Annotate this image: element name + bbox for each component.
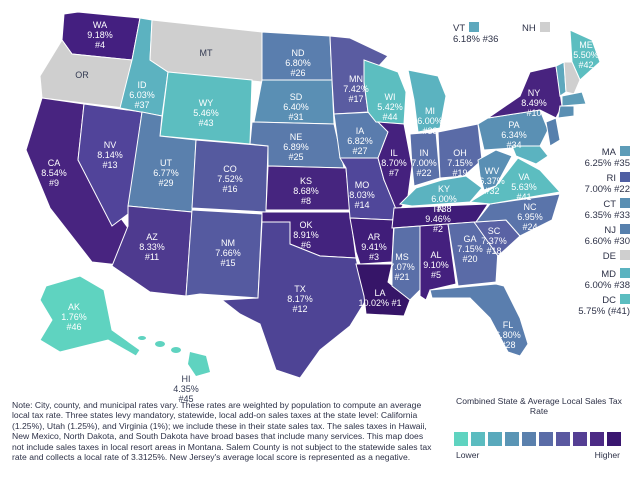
swatch-de bbox=[620, 250, 630, 260]
color-legend: Combined State & Average Local Sales Tax… bbox=[448, 396, 630, 460]
state-label-id: ID 6.03% #37 bbox=[129, 80, 155, 110]
swatch-ct bbox=[620, 198, 630, 208]
swatch-ma bbox=[620, 146, 630, 156]
state-label-ak: AK 1.76% #46 bbox=[61, 302, 87, 332]
legend-swatch-2 bbox=[471, 432, 485, 446]
legend-swatch-4 bbox=[505, 432, 519, 446]
state-label-wy: WY 5.46% #43 bbox=[193, 98, 219, 128]
state-IN[interactable] bbox=[409, 131, 441, 187]
side-label-dc: DC 5.75% (#41) bbox=[578, 294, 630, 317]
state-label-ga: GA 7.15% #20 bbox=[457, 234, 483, 264]
state-label-in: IN 7.00% #22 bbox=[411, 148, 437, 178]
state-label-co: CO 7.52% #16 bbox=[217, 164, 243, 194]
side-label-nj: NJ 6.60% #30 bbox=[584, 224, 630, 247]
state-ME[interactable] bbox=[569, 29, 601, 81]
state-label-ia: IA 6.82% #27 bbox=[347, 126, 373, 156]
swatch-vt bbox=[469, 22, 480, 32]
side-label-ri: RI 7.00% #22 bbox=[584, 172, 630, 195]
state-MI[interactable] bbox=[407, 69, 447, 133]
legend-swatch-1 bbox=[454, 432, 468, 446]
state-label-wi: WI 5.42% #44 bbox=[377, 92, 403, 122]
state-MD-shape[interactable] bbox=[511, 145, 549, 165]
swatch-md bbox=[620, 268, 630, 278]
state-label-mi: MI 6.00% #38 bbox=[417, 106, 443, 136]
legend-swatch-6 bbox=[539, 432, 553, 446]
legend-high-label: Higher bbox=[594, 450, 620, 460]
state-label-sc: SC 7.37% #18 bbox=[481, 226, 507, 256]
state-label-nc: NC 6.95% #24 bbox=[517, 202, 543, 232]
state-label-ut: UT 6.77% #29 bbox=[153, 158, 179, 188]
state-label-ks: KS 8.68% #8 bbox=[293, 176, 319, 206]
state-label-oh: OH 7.15% #19 bbox=[447, 148, 473, 178]
state-label-nd: ND 6.80% #26 bbox=[285, 48, 311, 78]
state-label-ms: MS 7.07% #21 bbox=[389, 252, 415, 282]
legend-swatch-10 bbox=[607, 432, 621, 446]
state-OH[interactable] bbox=[437, 123, 483, 179]
state-label-nm: NM 7.66% #15 bbox=[215, 238, 241, 268]
legend-swatch-9 bbox=[590, 432, 604, 446]
legend-low-label: Lower bbox=[456, 450, 480, 460]
state-label-wv: WV 6.37% #32 bbox=[479, 166, 505, 196]
state-label-mo: MO 8.03% #14 bbox=[349, 180, 375, 210]
state-FL[interactable] bbox=[429, 283, 529, 357]
state-CT-shape[interactable] bbox=[557, 105, 575, 119]
legend-swatch-3 bbox=[488, 432, 502, 446]
state-label-wa: WA 9.18% #4 bbox=[87, 20, 113, 50]
side-label-md: MD 6.00% #38 bbox=[584, 268, 630, 291]
state-NH-shape[interactable] bbox=[563, 61, 581, 95]
state-label-fl: FL 6.80% #28 bbox=[495, 320, 521, 350]
state-label-ny: NY 8.49% #10 bbox=[521, 88, 547, 118]
swatch-ri bbox=[620, 172, 630, 182]
state-label-tn: TN 9.46% #2 bbox=[425, 204, 451, 234]
state-label-ok: OK 8.91% #6 bbox=[293, 220, 319, 250]
state-label-mt: MT bbox=[200, 48, 213, 58]
state-label-nv: NV 8.14% #13 bbox=[97, 140, 123, 170]
state-label-sd: SD 6.40% #31 bbox=[283, 92, 309, 122]
state-label-ne: NE 6.89% #25 bbox=[283, 132, 309, 162]
state-label-la: LA 10.02% #1 bbox=[358, 288, 401, 308]
legend-scale bbox=[448, 432, 630, 446]
swatch-dc bbox=[620, 294, 630, 304]
legend-swatch-7 bbox=[556, 432, 570, 446]
state-label-pa: PA 6.34% #34 bbox=[501, 120, 527, 150]
state-TX[interactable] bbox=[220, 221, 367, 379]
swatch-nh bbox=[539, 22, 550, 32]
state-label-ar: AR 9.41% #3 bbox=[361, 232, 387, 262]
state-label-ca: CA 8.54% #9 bbox=[41, 158, 67, 188]
state-AK[interactable] bbox=[39, 275, 141, 357]
side-label-vt: VT 6.18% #36 bbox=[453, 22, 499, 45]
footnote: Note: City, county, and municipal rates … bbox=[12, 400, 432, 463]
state-AR[interactable] bbox=[349, 217, 395, 265]
state-label-il: IL 8.70% #7 bbox=[381, 148, 407, 178]
state-MA-shape[interactable] bbox=[561, 91, 587, 107]
side-label-de: DE bbox=[603, 250, 630, 262]
state-LA[interactable] bbox=[355, 263, 411, 317]
state-WV[interactable] bbox=[477, 149, 513, 191]
state-NJ-shape[interactable] bbox=[545, 117, 561, 147]
swatch-nj bbox=[620, 224, 630, 234]
state-label-az: AZ 8.33% #11 bbox=[139, 232, 165, 262]
state-NY[interactable] bbox=[487, 65, 563, 119]
state-label-or: OR bbox=[75, 70, 89, 80]
side-label-ct: CT 6.35% #33 bbox=[584, 198, 630, 221]
state-label-hi: HI 4.35% #45 bbox=[173, 374, 199, 404]
state-label-ky: KY 6.00% #38 bbox=[431, 184, 457, 214]
state-KY[interactable] bbox=[398, 175, 483, 207]
state-label-me: ME 5.50% #42 bbox=[573, 40, 599, 70]
state-label-mn: MN 7.42% #17 bbox=[343, 74, 369, 104]
state-label-al: AL 9.10% #5 bbox=[423, 250, 449, 280]
legend-swatch-8 bbox=[573, 432, 587, 446]
state-label-tx: TX 8.17% #12 bbox=[287, 284, 313, 314]
legend-title: Combined State & Average Local Sales Tax… bbox=[456, 396, 622, 416]
state-NM[interactable] bbox=[185, 209, 263, 299]
state-label-va: VA 5.63% #41 bbox=[511, 172, 537, 202]
side-label-nh: NH bbox=[522, 22, 550, 34]
legend-swatch-5 bbox=[522, 432, 536, 446]
side-label-ma: MA 6.25% #35 bbox=[584, 146, 630, 169]
state-HI[interactable] bbox=[138, 336, 210, 376]
